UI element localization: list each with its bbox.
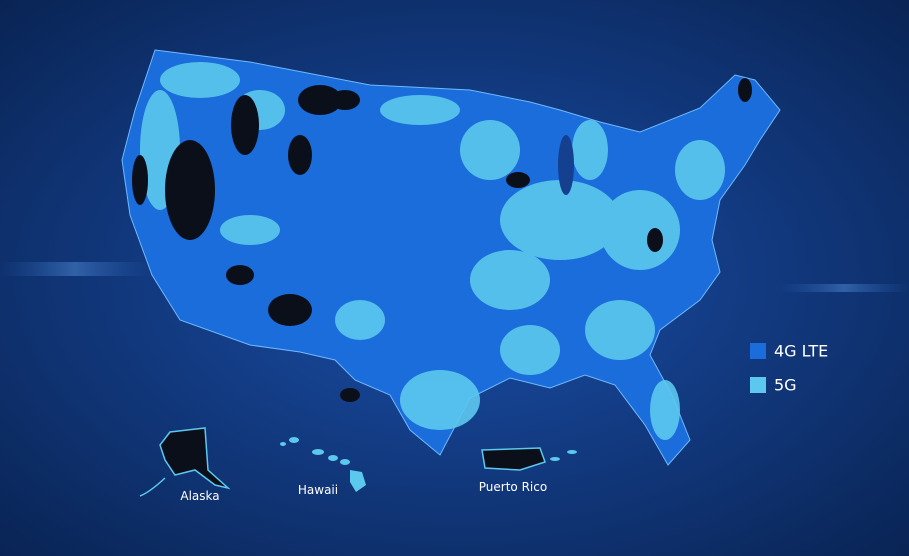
glow [780,284,909,292]
legend-label: 5G [774,376,797,395]
legend-swatch [750,377,766,393]
puerto-rico-label: Puerto Rico [479,480,547,494]
glow [0,262,150,276]
legend: 4G LTE 5G [750,342,828,395]
hawaii-label: Hawaii [298,483,338,497]
legend-label: 4G LTE [774,342,828,361]
puerto-rico-shape [481,447,577,471]
legend-swatch [750,343,766,359]
hawaii-shape [280,437,366,492]
alaska-label: Alaska [180,489,219,503]
contiguous-us [121,49,781,466]
alaska-shape [139,427,231,497]
